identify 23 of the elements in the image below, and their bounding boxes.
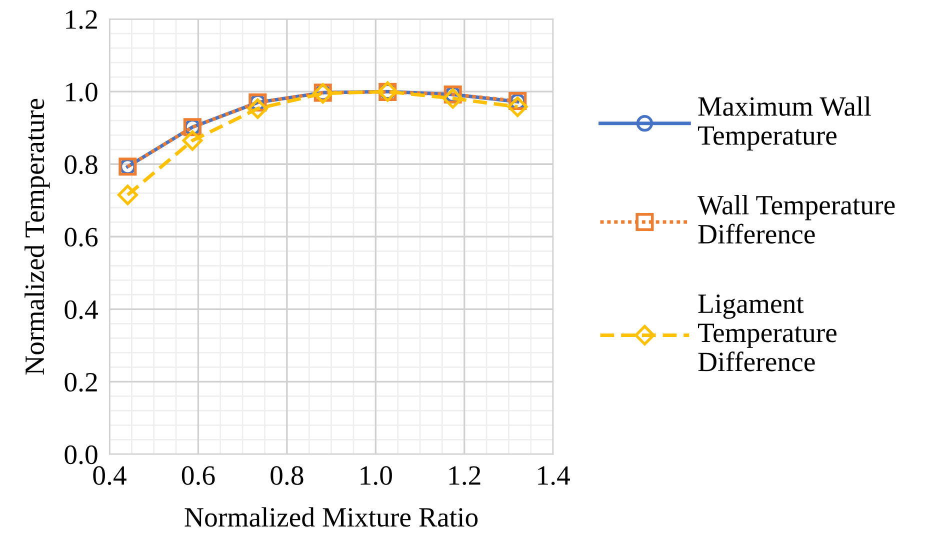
x-axis-title: Normalized Mixture Ratio xyxy=(184,507,478,527)
x-tick-label: 1.0 xyxy=(360,466,392,486)
point xyxy=(442,88,464,109)
y-tick-label: 0.6 xyxy=(64,228,98,247)
legend-label: Ligament Temperature Difference xyxy=(698,294,836,372)
x-tick-label: 0.8 xyxy=(270,466,304,486)
y-tick-label: 1.2 xyxy=(66,10,97,30)
legend-label: Maximum Wall Temperature xyxy=(698,96,871,151)
x-tick-label: 0.4 xyxy=(93,466,126,486)
y-tick-label: 1.0 xyxy=(66,82,98,102)
point xyxy=(117,184,138,206)
x-tick-label: 1.2 xyxy=(449,466,480,486)
point xyxy=(182,130,203,151)
point xyxy=(507,96,528,118)
x-tick-label: 1.4 xyxy=(538,466,570,486)
y-tick-label: 0.0 xyxy=(64,445,98,464)
y-tick-label: 0.4 xyxy=(64,300,98,320)
x-tick-label: 0.6 xyxy=(182,466,215,486)
y-tick-label: 0.2 xyxy=(64,372,97,392)
y-tick-label: 0.8 xyxy=(64,155,98,174)
legend-label: Wall Temperature Difference xyxy=(698,195,895,244)
y-axis-title: Normalized Temperature xyxy=(24,98,50,375)
point xyxy=(247,98,268,119)
